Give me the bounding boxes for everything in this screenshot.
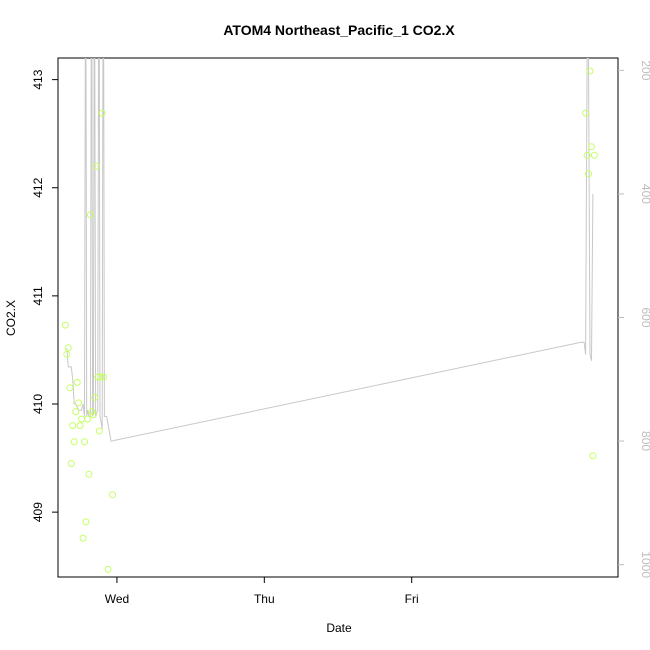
y-tick-label: 411 [31,286,45,305]
data-point [67,460,75,467]
data-point [585,170,592,178]
y-tick-label: 413 [31,69,45,89]
x-tick-label: Wed [105,592,129,606]
data-point [75,399,83,407]
y-tick-label: 412 [31,177,45,197]
y2-tick-label: 1000 [639,551,650,578]
y2-tick-label: 800 [639,431,650,451]
data-point [81,438,88,446]
axes: Wed Thu Fri 409 410 411 412 413 200 400 600 800 1000 [31,60,650,606]
data-point [91,394,99,401]
data-point [104,565,112,573]
data-point [588,143,595,151]
data-point [86,211,94,219]
x-tick-label: Thu [254,592,275,606]
scatter-series [61,67,598,573]
data-point [61,321,69,329]
y-tick-label: 410 [31,394,45,414]
data-point [586,67,594,75]
x-axis-label: Date [326,621,352,635]
data-point [582,109,590,117]
data-point [79,534,87,542]
data-point [97,373,105,381]
data-point [69,422,77,430]
data-point [95,427,103,435]
y-tick-label: 409 [31,502,45,522]
data-point [63,350,71,358]
data-point [66,384,74,392]
data-point [76,422,84,430]
y2-tick-label: 600 [639,307,650,327]
data-point [100,373,108,381]
data-point [89,411,97,419]
data-point [590,151,598,159]
data-point [73,378,81,386]
chart-title: ATOM4 Northeast_Pacific_1 CO2.X [223,22,455,38]
y2-tick-label: 400 [639,184,650,204]
data-point [98,109,106,117]
data-point [72,408,80,416]
y-axis-label: CO2.X [4,300,18,336]
data-point [92,162,100,170]
data-point [85,470,93,478]
data-point [70,438,78,446]
data-point [64,344,72,352]
data-point [589,452,597,460]
x-tick-label: Fri [405,592,419,606]
data-point [84,415,91,423]
data-point [88,408,96,416]
data-point [82,518,90,526]
data-point [583,151,591,159]
y2-tick-label: 200 [639,60,650,80]
data-point [109,491,116,499]
